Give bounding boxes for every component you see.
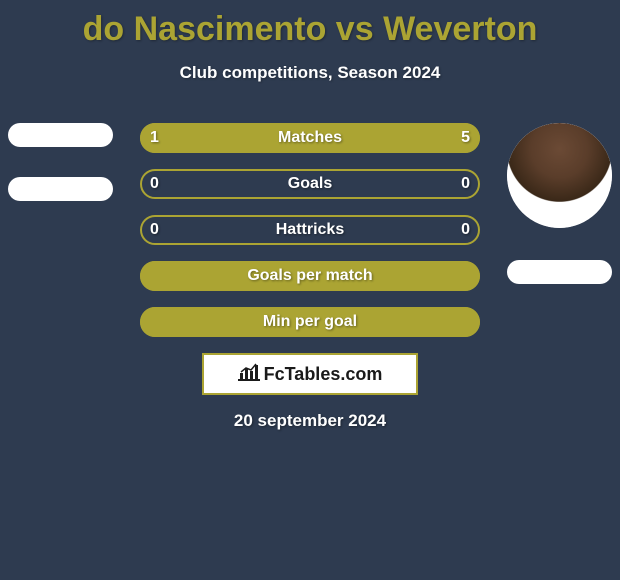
stat-value-left: 1 bbox=[150, 129, 159, 147]
player-right-name-pill bbox=[507, 260, 612, 284]
comparison-subtitle: Club competitions, Season 2024 bbox=[0, 63, 620, 83]
stat-value-left: 0 bbox=[150, 175, 159, 193]
brand-logo-text: FcTables.com bbox=[264, 364, 383, 385]
stat-value-left: 0 bbox=[150, 221, 159, 239]
stat-row-goals-per-match: Goals per match bbox=[140, 261, 480, 291]
brand-logo-box: FcTables.com bbox=[202, 353, 418, 395]
player-left-column bbox=[8, 123, 113, 201]
stat-bar-fill-full bbox=[140, 307, 480, 337]
comparison-content: 1 Matches 5 0 Goals 0 0 Hattricks 0 Goal… bbox=[0, 123, 620, 431]
comparison-title: do Nascimento vs Weverton bbox=[0, 0, 620, 49]
chart-icon bbox=[238, 363, 260, 386]
player-right-avatar bbox=[507, 123, 612, 228]
player-left-avatar-placeholder bbox=[8, 123, 113, 147]
stat-row-goals: 0 Goals 0 bbox=[140, 169, 480, 199]
stat-row-matches: 1 Matches 5 bbox=[140, 123, 480, 153]
stat-row-hattricks: 0 Hattricks 0 bbox=[140, 215, 480, 245]
stat-bar-fill-right bbox=[198, 123, 480, 153]
stat-value-right: 5 bbox=[461, 129, 470, 147]
player-left-name-pill bbox=[8, 177, 113, 201]
player-right-column bbox=[507, 123, 612, 284]
stat-bar-fill-full bbox=[140, 261, 480, 291]
stat-value-right: 0 bbox=[461, 221, 470, 239]
stat-bar-fill-left bbox=[140, 123, 198, 153]
stat-bar-bg bbox=[140, 169, 480, 199]
stat-bar-bg bbox=[140, 215, 480, 245]
stat-value-right: 0 bbox=[461, 175, 470, 193]
stat-row-min-per-goal: Min per goal bbox=[140, 307, 480, 337]
stat-bars: 1 Matches 5 0 Goals 0 0 Hattricks 0 Goal… bbox=[140, 123, 480, 337]
comparison-date: 20 september 2024 bbox=[0, 411, 620, 431]
player-right-photo bbox=[507, 123, 612, 228]
